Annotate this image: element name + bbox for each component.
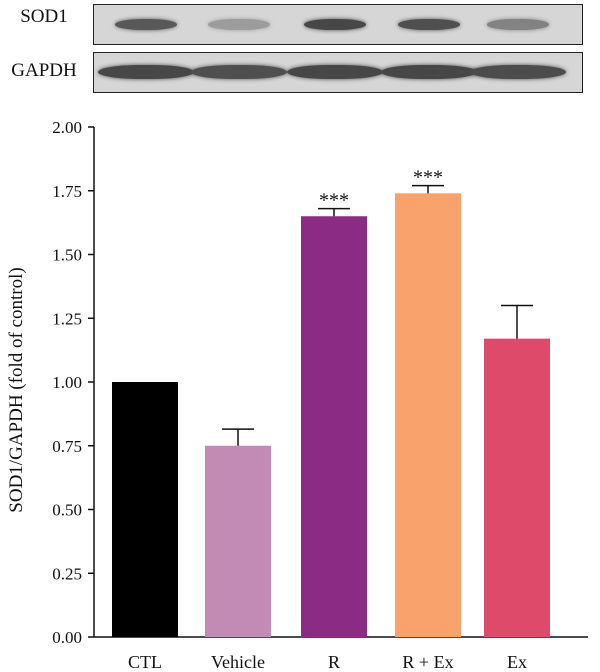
y-axis-label: SOD1/GAPDH (fold of control) (6, 267, 27, 512)
x-tick-label: R (328, 652, 340, 672)
significance-label: *** (319, 190, 349, 212)
bar-ex (484, 338, 550, 637)
blot-band (115, 19, 177, 30)
y-tick-label: 0.00 (52, 628, 82, 647)
y-tick-label: 2.00 (52, 118, 82, 137)
blot-band (470, 65, 566, 79)
y-tick-label: 1.25 (52, 309, 82, 328)
y-tick-label: 1.75 (52, 182, 82, 201)
western-blot-panel: SOD1 GAPDH (0, 0, 600, 100)
y-tick-label: 0.50 (52, 501, 82, 520)
x-tick-label: R + Ex (402, 652, 453, 672)
blot-band (98, 65, 194, 79)
bar-vehicle (205, 445, 271, 637)
blot-band (487, 19, 549, 30)
blot-label-sod1: SOD1 (20, 6, 68, 27)
y-tick-label: 0.75 (52, 437, 82, 456)
y-tick-label: 1.00 (52, 373, 82, 392)
blot-strip-gapdh (93, 52, 583, 93)
x-tick-label: CTL (128, 652, 162, 672)
axes: 0.00 0.25 0.50 0.75 1.00 1.25 1.50 1.75 2.00 CTL V… (52, 118, 588, 672)
blot-band (191, 65, 287, 79)
x-tick-label: Ex (507, 652, 527, 672)
bar-ctl (112, 382, 178, 637)
bar-r (301, 216, 367, 637)
blot-band (381, 65, 477, 79)
bar-r-ex (395, 193, 461, 638)
bar-chart: SOD1/GAPDH (fold of control) 0.00 0.25 0.5… (6, 118, 588, 672)
blot-label-gapdh: GAPDH (11, 60, 77, 81)
blot-band (208, 19, 270, 30)
blot-band (398, 19, 460, 30)
blot-band (304, 19, 366, 30)
blot-strip-sod1 (93, 4, 583, 45)
blot-band (287, 65, 383, 79)
significance-label: *** (413, 167, 443, 189)
y-tick-label: 0.25 (52, 564, 82, 583)
y-tick-label: 1.50 (52, 246, 82, 265)
bars: *** *** (112, 167, 550, 638)
x-tick-label: Vehicle (211, 652, 265, 672)
